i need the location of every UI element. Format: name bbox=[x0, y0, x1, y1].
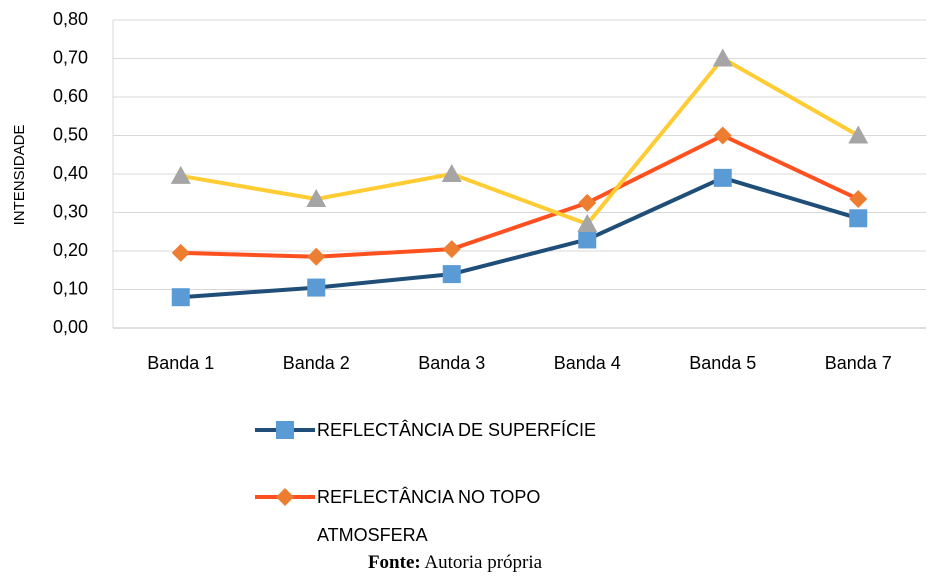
source: Fonte: Autoria própria bbox=[0, 552, 910, 574]
x-tick-label: Banda 3 bbox=[418, 353, 485, 373]
marker bbox=[306, 189, 327, 208]
y-tick-label: 0,70 bbox=[53, 47, 88, 67]
marker bbox=[578, 230, 597, 249]
series bbox=[171, 168, 868, 307]
marker bbox=[849, 209, 868, 228]
x-tick-label: Banda 4 bbox=[554, 353, 621, 373]
marker bbox=[577, 214, 598, 233]
source-text: Autoria própria bbox=[424, 552, 543, 573]
x-tick-label: Banda 1 bbox=[147, 353, 214, 373]
marker bbox=[712, 48, 733, 67]
x-tick-label: Banda 5 bbox=[689, 353, 756, 373]
marker bbox=[849, 190, 868, 209]
marker bbox=[307, 247, 326, 266]
legend-label: REFLECTÂNCIA NO TOPO ATMOSFERA bbox=[317, 487, 541, 545]
marker bbox=[713, 126, 732, 145]
y-tick-label: 0,30 bbox=[53, 201, 88, 221]
series bbox=[171, 126, 868, 266]
series bbox=[170, 48, 869, 233]
legend-label: REFLECTÂNCIA DE SUPERFÍCIE bbox=[317, 420, 597, 440]
x-tick-label: Banda 2 bbox=[283, 353, 350, 373]
marker bbox=[171, 288, 190, 307]
marker bbox=[276, 488, 294, 506]
series-line bbox=[180, 56, 860, 227]
marker bbox=[442, 265, 461, 284]
source-label: Fonte: bbox=[367, 552, 421, 573]
y-tick-label: 0,20 bbox=[53, 240, 88, 260]
marker bbox=[307, 278, 326, 297]
series-line bbox=[180, 133, 860, 259]
y-tick-label: 0,00 bbox=[53, 317, 88, 337]
y-tick-label: 0,10 bbox=[53, 278, 88, 298]
marker bbox=[170, 165, 191, 184]
series-line bbox=[180, 175, 859, 300]
y-tick-label: 0,60 bbox=[53, 86, 88, 106]
y-tick-label: 0,80 bbox=[53, 9, 88, 29]
marker bbox=[848, 125, 869, 144]
marker bbox=[171, 243, 190, 262]
marker bbox=[441, 164, 462, 182]
marker bbox=[578, 193, 597, 212]
marker bbox=[713, 168, 732, 187]
y-axis-label: INTENSIDADE bbox=[11, 125, 28, 226]
y-tick-label: 0,40 bbox=[53, 163, 88, 183]
x-tick-label: Banda 7 bbox=[825, 353, 892, 373]
y-tick-label: 0,50 bbox=[53, 124, 88, 144]
marker bbox=[442, 240, 461, 259]
marker bbox=[276, 421, 294, 439]
